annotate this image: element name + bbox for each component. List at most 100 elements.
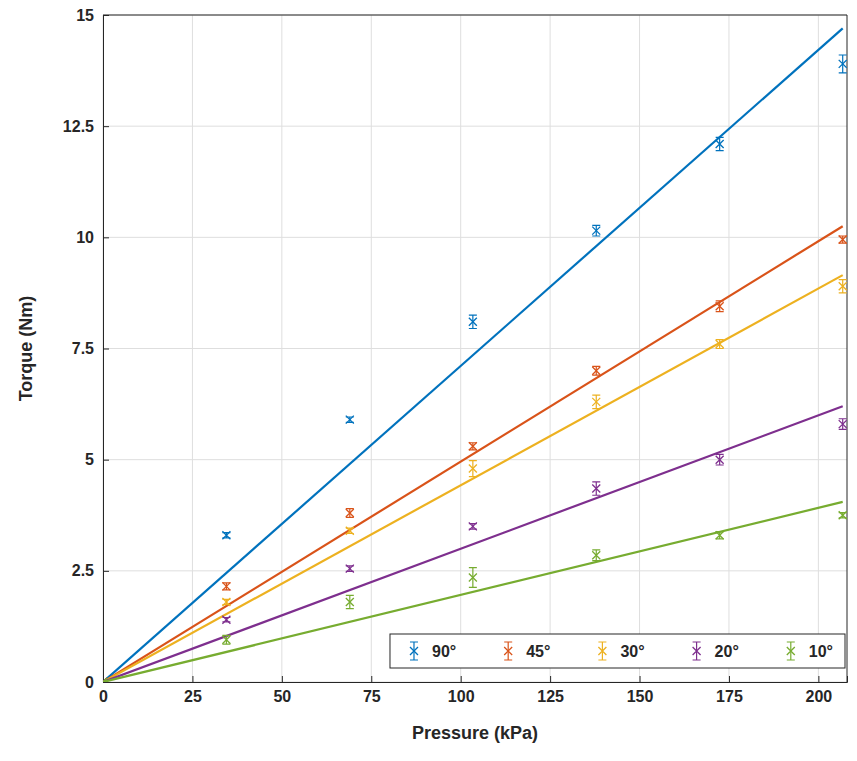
marker <box>716 140 724 148</box>
tick: 175 <box>716 676 743 705</box>
legend-symbol <box>410 647 418 655</box>
tick-label: 15 <box>76 7 94 24</box>
marker <box>469 465 477 473</box>
fit-line <box>103 28 843 682</box>
error-bar <box>716 454 724 465</box>
marker <box>839 60 847 68</box>
error-bar <box>839 236 847 243</box>
frame <box>103 15 847 16</box>
plot-background <box>103 15 847 682</box>
tick-mark <box>103 126 109 127</box>
marks <box>103 28 847 682</box>
tick-label: 100 <box>448 688 475 705</box>
x-axis: 0255075100125150175200 <box>99 676 847 705</box>
tick-mark <box>103 571 109 572</box>
tick-label: 5 <box>85 451 94 468</box>
tick: 125 <box>537 676 564 705</box>
marker <box>346 509 354 517</box>
marker <box>592 551 600 559</box>
error-bar <box>716 301 724 312</box>
tick-label: 75 <box>363 688 381 705</box>
tick: 100 <box>448 676 475 705</box>
tick: 50 <box>273 676 291 705</box>
grid-line <box>103 237 847 238</box>
error-bar <box>346 595 354 608</box>
legend-item: 20° <box>693 642 739 660</box>
tick: 0 <box>85 674 109 691</box>
marker <box>222 636 230 644</box>
error-bar <box>716 340 724 349</box>
error-bar <box>469 568 477 588</box>
tick-label: 50 <box>273 688 291 705</box>
marker <box>222 616 230 624</box>
error-bar <box>716 532 724 539</box>
legend-errorbar <box>598 642 606 660</box>
tick-label: 0 <box>85 674 94 691</box>
marker <box>592 398 600 406</box>
marker <box>839 282 847 290</box>
marker <box>222 598 230 606</box>
grid <box>103 15 847 682</box>
legend-label: 90° <box>432 643 456 660</box>
fit-line <box>103 275 843 682</box>
chart: 025507510012515017520002.557.51012.515Pr… <box>0 0 857 761</box>
legend-symbol <box>504 647 512 655</box>
marker <box>839 236 847 244</box>
tick: 200 <box>806 676 833 705</box>
tick: 7.5 <box>72 340 109 357</box>
error-bar <box>469 443 477 450</box>
marker <box>103 678 107 682</box>
tick: 150 <box>627 676 654 705</box>
marker <box>469 522 477 530</box>
frame <box>847 15 848 682</box>
error-bar <box>222 635 230 644</box>
tick: 10 <box>76 229 109 246</box>
tick: 5 <box>85 451 109 468</box>
tick-mark <box>818 676 819 682</box>
marker <box>346 527 354 535</box>
legend-label: 10° <box>809 643 833 660</box>
marker <box>222 531 230 539</box>
legend-symbol <box>787 647 795 655</box>
legend-errorbar <box>504 642 512 660</box>
tick-mark <box>640 676 641 682</box>
legend-item: 30° <box>598 642 644 660</box>
tick-label: 2.5 <box>72 562 94 579</box>
error-bar <box>839 55 847 73</box>
error-bar <box>346 509 354 518</box>
legend-item: 10° <box>787 642 833 660</box>
legend-symbol <box>598 647 606 655</box>
tick-label: 7.5 <box>72 340 94 357</box>
legend-label: 45° <box>526 643 550 660</box>
error-bar <box>592 550 600 561</box>
marker <box>716 302 724 310</box>
error-bar <box>222 583 230 590</box>
tick-mark <box>550 676 551 682</box>
marker <box>103 678 107 682</box>
tick-mark <box>371 676 372 682</box>
error-bar <box>716 137 724 150</box>
tick-mark <box>103 682 109 683</box>
tick-mark <box>103 460 109 461</box>
marker <box>346 598 354 606</box>
marker <box>469 442 477 450</box>
tick-mark <box>103 237 109 238</box>
tick-mark <box>461 676 462 682</box>
tick-label: 175 <box>716 688 743 705</box>
legend-item: 90° <box>410 642 456 660</box>
tick-label: 12.5 <box>63 118 94 135</box>
legend: 90° 45° 30° 20° 10° <box>390 634 845 668</box>
marker <box>469 318 477 326</box>
plot-area: 025507510012515017520002.557.51012.515 <box>63 7 848 706</box>
tick-label: 200 <box>806 688 833 705</box>
axis-line <box>104 16 110 683</box>
grid-line <box>103 15 847 16</box>
error-bar <box>592 366 600 375</box>
tick: 2.5 <box>72 562 109 579</box>
legend-errorbar <box>787 642 795 660</box>
tick-mark <box>282 676 283 682</box>
tick-label: 10 <box>76 229 94 246</box>
error-bar <box>592 482 600 495</box>
marker <box>592 227 600 235</box>
legend-label: 30° <box>620 643 644 660</box>
